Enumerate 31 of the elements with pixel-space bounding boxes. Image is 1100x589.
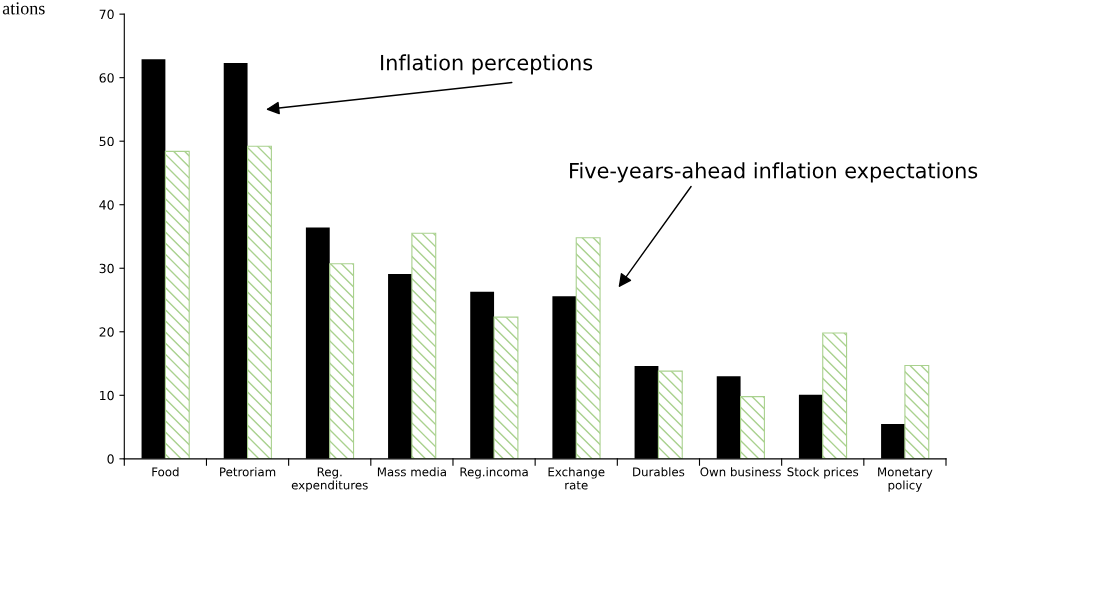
x-tick-label: Stock prices	[787, 467, 859, 479]
x-tick-label: Durables	[633, 467, 685, 477]
bar	[822, 332, 848, 459]
bar	[740, 396, 765, 459]
bar	[904, 364, 930, 459]
y-tick-label: 10	[100, 390, 114, 401]
bar	[411, 232, 437, 459]
bar	[575, 237, 601, 459]
bar	[329, 263, 355, 459]
y-tick-label: 0	[107, 454, 114, 464]
x-tick-label: Reg. expenditures	[291, 467, 368, 492]
bar	[493, 316, 519, 459]
bar	[657, 370, 683, 459]
x-tick-label: Petroriam	[220, 467, 276, 477]
y-tick-label: 30	[99, 263, 114, 274]
y-tick-label: 50	[99, 136, 114, 147]
annotation: Five-years-ahead inflation expectations	[570, 162, 978, 183]
y-tick-label: 70	[99, 9, 114, 20]
text: ations	[2, 2, 45, 15]
y-tick-label: 60	[99, 73, 114, 83]
x-tick-label: Food	[152, 467, 179, 477]
bar	[164, 150, 190, 459]
y-tick-label: 40	[99, 200, 114, 210]
x-tick-label: Exchange rate	[548, 467, 605, 490]
x-tick-label: Own business	[700, 467, 781, 477]
x-tick-label: Monetary policy	[878, 467, 933, 492]
y-tick-label: 20	[99, 327, 114, 337]
annotation: Inflation perceptions	[381, 54, 593, 75]
x-tick-label: Mass media	[377, 467, 446, 477]
x-tick-label: Reg.incoma	[460, 467, 528, 479]
bar	[246, 145, 272, 459]
